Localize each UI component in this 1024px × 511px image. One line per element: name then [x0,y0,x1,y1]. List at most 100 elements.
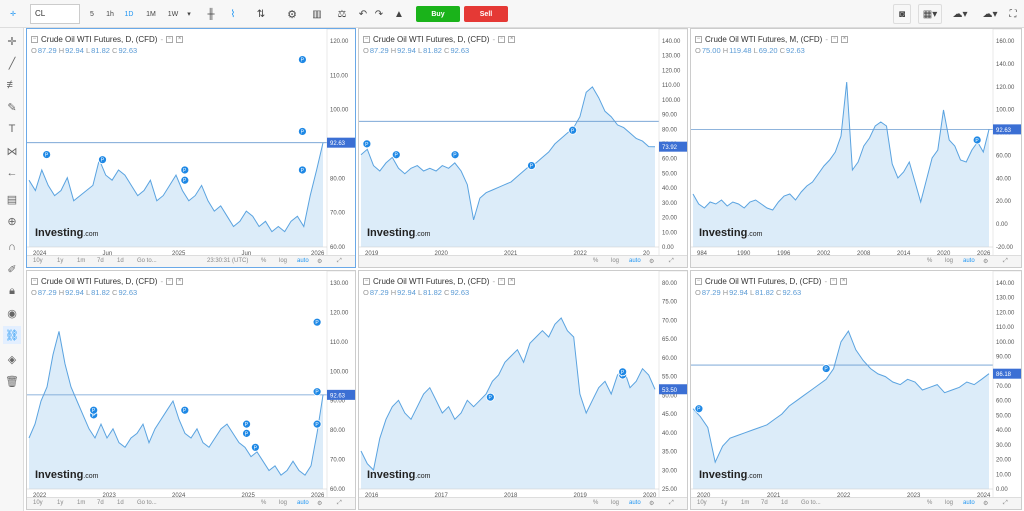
event-marker-icon[interactable] [568,125,578,135]
event-marker-icon[interactable] [180,405,190,415]
maximize-panel-icon[interactable]: ⤢ [1003,258,1008,264]
bottom-bar-[interactable]: % [593,258,599,264]
price-chart[interactable]: 140.00130.00120.00110.00100.0090.0080.00… [359,29,688,268]
fib-icon[interactable]: ≢ [6,79,18,91]
trash-icon[interactable]: 🗑︎ [5,375,19,388]
bottom-bar-1y[interactable]: 1y [57,258,64,264]
pattern-icon[interactable]: ⋈ [6,145,18,158]
bottom-bar-log[interactable]: log [945,500,954,506]
close-icon[interactable]: × [176,278,184,285]
settings-gear-icon[interactable]: ⚙ [287,8,297,21]
price-chart[interactable]: 160.00140.00120.00100.0080.0060.0040.002… [691,29,1022,268]
bottom-bar-auto[interactable]: auto [297,500,309,506]
collapse-icon[interactable]: − [363,278,370,285]
event-marker-icon[interactable] [298,127,307,136]
scale-settings-icon[interactable]: ⚙ [649,501,655,507]
event-marker-icon[interactable] [362,139,372,149]
compare-icon[interactable]: ▥ [312,8,322,20]
close-icon[interactable]: × [508,278,516,285]
bottom-bar-auto[interactable]: auto [629,500,641,506]
settings-icon[interactable]: ▫ [498,36,506,43]
bottom-bar-1m[interactable]: 1m [77,258,86,264]
event-marker-icon[interactable] [312,317,322,327]
price-chart[interactable]: 140.00130.00120.00110.00100.0090.0080.00… [691,271,1022,510]
event-marker-icon[interactable] [298,165,307,175]
crosshair-icon[interactable]: ✛ [7,35,17,48]
collapse-icon[interactable]: − [695,36,702,43]
event-marker-icon[interactable] [972,135,982,145]
bottom-bar-[interactable]: % [261,500,267,506]
scale-settings-icon[interactable]: ⚙ [983,259,989,265]
bottom-bar-log[interactable]: log [279,258,288,264]
event-marker-icon[interactable] [312,419,322,429]
chart-title[interactable]: − Crude Oil WTI Futures, D, (CFD) - ▫ × [363,277,516,286]
maximize-panel-icon[interactable]: ⤢ [669,258,674,264]
event-marker-icon[interactable] [250,442,260,452]
bottom-bar-auto[interactable]: auto [963,258,975,264]
lock-drawings-icon[interactable]: ✐ [7,263,17,276]
price-chart[interactable]: 80.00 75.00 70.00 65.00 60.00 55.00 50.00 45.00… [359,271,688,510]
buy-button[interactable]: Buy [416,6,460,22]
chart-panel-4[interactable]: 130.00 120.00 110.00 100.00 90.00 80.00 70.00 6… [26,270,356,510]
bottom-bar-auto[interactable]: auto [963,500,975,506]
close-icon[interactable]: × [840,278,848,285]
event-marker-icon[interactable] [89,405,99,415]
maximize-panel-icon[interactable]: ⤢ [337,258,342,264]
measure-icon[interactable]: ▤ [6,193,18,206]
scale-icon[interactable]: ⚖ [337,8,347,20]
event-marker-icon[interactable] [527,161,536,170]
text-icon[interactable]: T [8,123,16,135]
event-marker-icon[interactable] [242,419,251,429]
price-axis[interactable] [326,271,356,500]
scale-settings-icon[interactable]: ⚙ [649,259,655,265]
event-marker-icon[interactable] [312,387,322,397]
undo-icon[interactable]: ↶ [358,8,368,20]
bottom-bar-[interactable]: % [927,500,933,506]
event-marker-icon[interactable] [450,150,460,160]
event-marker-icon[interactable] [242,428,251,438]
bottom-bar-23-30-31-utc[interactable]: 23:30:31 (UTC) [207,258,249,264]
settings-icon[interactable]: ▫ [166,36,174,43]
settings-icon[interactable]: ▫ [498,278,506,285]
bottom-bar-auto[interactable]: auto [629,258,641,264]
crosshair-toggle-icon[interactable]: ✛ [10,11,16,18]
event-marker-icon[interactable] [694,404,704,414]
close-icon[interactable]: × [508,36,516,43]
bottom-bar-1d[interactable]: 1d [781,500,788,506]
bottom-bar-[interactable]: % [927,258,933,264]
bottom-bar-go-to[interactable]: Go to... [137,500,157,506]
bottom-bar-7d[interactable]: 7d [97,258,104,264]
event-marker-icon[interactable] [180,165,190,175]
collapse-icon[interactable]: − [363,36,370,43]
scale-settings-icon[interactable]: ⚙ [317,259,323,265]
chart-panel-5[interactable]: 80.00 75.00 70.00 65.00 60.00 55.00 50.00 45.00… [358,270,688,510]
trend-line-icon[interactable]: ╱ [8,57,16,70]
redo-icon[interactable]: ↷ [374,8,384,20]
bottom-bar-log[interactable]: log [279,500,288,506]
chart-panel-2[interactable]: 140.00 130.00 120.00 110.00 100.00 90.00 80.00… [358,28,688,268]
layout-grid-icon[interactable]: ▦▾ [918,4,942,24]
lock-icon[interactable]: 🔒︎ [9,284,15,297]
chart-title[interactable]: − Crude Oil WTI Futures, D, (CFD) - ▫ × [695,277,848,286]
interval-1d[interactable]: 1D [124,10,134,18]
settings-icon[interactable]: ▫ [166,278,174,285]
chart-title[interactable]: − Crude Oil WTI Futures, M, (CFD) - ▫ × [695,35,849,44]
maximize-panel-icon[interactable]: ⤢ [1003,500,1008,506]
price-axis[interactable] [992,271,1022,500]
bottom-bar-go-to[interactable]: Go to... [801,500,821,506]
price-chart[interactable]: 130.00 120.00 110.00 100.00 90.00 80.00 70.00 6… [27,271,356,510]
bottom-bar-auto[interactable]: auto [297,258,309,264]
bottom-bar-1y[interactable]: 1y [57,500,64,506]
indicators-icon[interactable]: ⇅ [256,8,266,20]
bottom-bar-1m[interactable]: 1m [77,500,86,506]
event-marker-icon[interactable] [821,364,831,373]
price-axis[interactable] [992,29,1022,258]
camera-icon[interactable]: ◙ [893,4,911,24]
interval-1w[interactable]: 1W [167,10,179,18]
bottom-bar-7d[interactable]: 7d [97,500,104,506]
cloud-load-icon[interactable]: ☁▾ [952,8,968,20]
chart-panel-3[interactable]: 160.00140.00120.00100.0080.0060.0040.002… [690,28,1022,268]
collapse-icon[interactable]: − [31,36,38,43]
maximize-panel-icon[interactable]: ⤢ [337,500,342,506]
bottom-bar-1y[interactable]: 1y [721,500,728,506]
